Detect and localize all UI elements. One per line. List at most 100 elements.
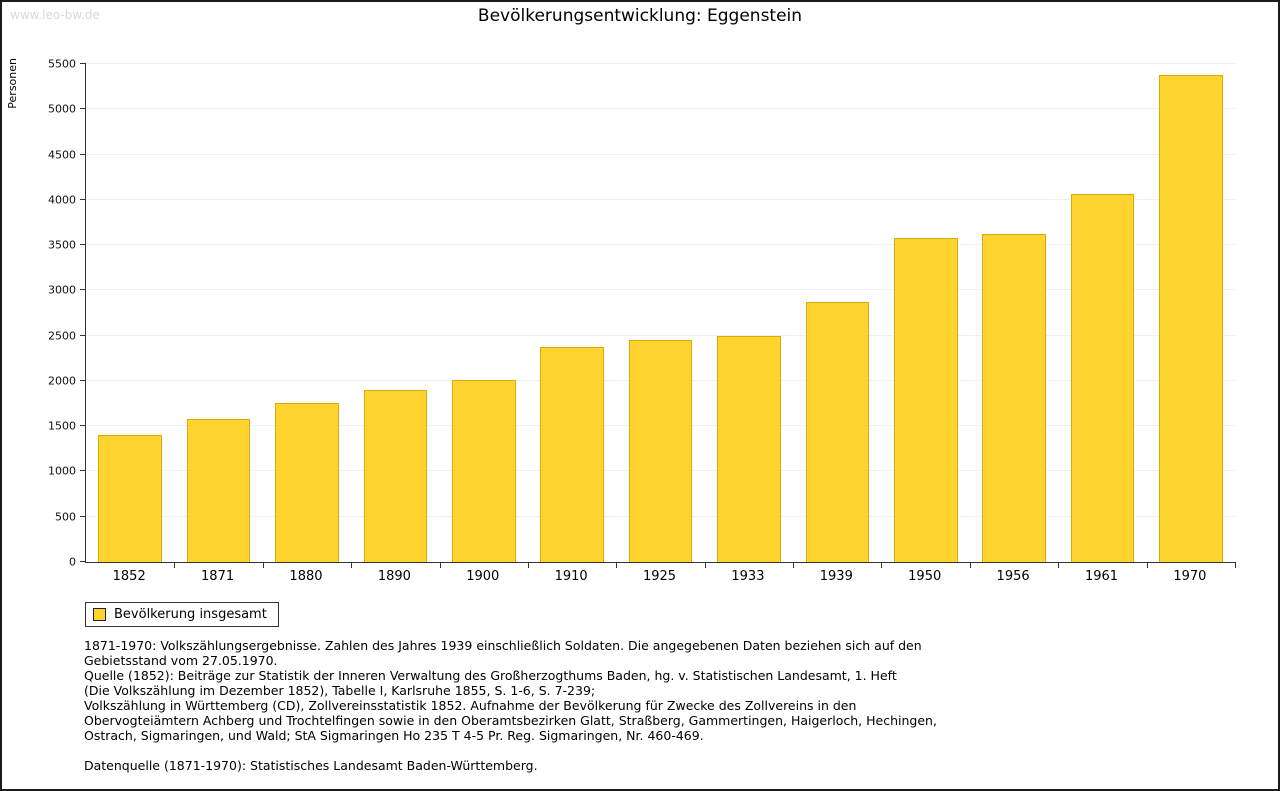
y-tick-mark [80, 470, 86, 472]
gridline [86, 244, 1235, 246]
bar-1880 [275, 402, 339, 562]
x-tick-mark [1058, 562, 1060, 568]
y-tick-mark [80, 108, 86, 110]
bar-slot [86, 64, 174, 562]
x-tick-mark [881, 562, 883, 568]
footnote-line: Ostrach, Sigmaringen, und Wald; StA Sigm… [84, 728, 704, 743]
y-tick-mark [80, 515, 86, 517]
x-tick-label: 1933 [731, 569, 765, 584]
footnote-line: 1871-1970: Volkszählungsergebnisse. Zahl… [84, 638, 922, 653]
gridline [86, 108, 1235, 110]
legend-box: Bevölkerung insgesamt [85, 602, 279, 627]
y-tick-mark [80, 425, 86, 427]
bar-slot [970, 64, 1058, 562]
x-tick-mark [262, 562, 264, 568]
bar-1956 [982, 234, 1046, 562]
bar-slot [263, 64, 351, 562]
bar-slot [1147, 64, 1235, 562]
bar-1950 [893, 237, 958, 562]
y-tick-mark [80, 63, 86, 64]
x-tick-mark [351, 562, 353, 568]
bar-slot [1058, 64, 1146, 562]
y-tick-label: 1000 [48, 464, 76, 478]
y-tick-label: 1500 [48, 419, 76, 433]
bar-slot [616, 64, 704, 562]
x-tick-mark [969, 562, 971, 568]
bar-1961 [1070, 194, 1135, 562]
x-axis-labels: 1852 1871 1880 1890 1900 1910 1925 1933 1939 1950… [85, 569, 1234, 584]
legend-color-swatch [93, 608, 106, 621]
gridline [86, 289, 1235, 291]
bar-1900 [451, 380, 516, 562]
y-axis-label: Personen [6, 58, 19, 109]
x-tick-mark [616, 562, 618, 568]
x-tick-mark [704, 562, 706, 568]
y-tick-mark [80, 379, 86, 381]
bar-1933 [717, 335, 781, 562]
bar-1910 [540, 347, 604, 562]
y-tick-label: 2000 [48, 374, 76, 388]
x-tick-label: 1890 [377, 569, 411, 584]
watermark-text: www.leo-bw.de [10, 8, 100, 22]
footnotes-block: 1871-1970: Volkszählungsergebnisse. Zahl… [84, 638, 937, 773]
bar-series [86, 64, 1235, 562]
bar-slot [440, 64, 528, 562]
footnote-line: Quelle (1852): Beiträge zur Statistik de… [84, 668, 897, 683]
x-tick-mark [793, 562, 795, 568]
bar-slot [528, 64, 616, 562]
y-tick-mark [80, 289, 86, 291]
x-tick-label: 1910 [554, 569, 588, 584]
chart-title: Bevölkerungsentwicklung: Eggenstein [477, 6, 803, 26]
x-tick-label: 1871 [201, 569, 235, 584]
bar-1852 [98, 435, 163, 562]
x-tick-label: 1900 [466, 569, 500, 584]
x-tick-label: 1880 [289, 569, 323, 584]
y-tick-label: 2500 [48, 329, 76, 343]
bar-slot [793, 64, 881, 562]
x-tick-mark [527, 562, 529, 568]
bar-1939 [805, 302, 870, 562]
y-tick-label: 5000 [48, 102, 76, 116]
x-tick-label: 1956 [996, 569, 1030, 584]
x-tick-label: 1970 [1173, 569, 1207, 584]
footnote-line: (Die Volkszählung im Dezember 1852), Tab… [84, 683, 596, 698]
y-tick-mark [80, 334, 86, 336]
footnote-line: Volkszählung in Württemberg (CD), Zollve… [84, 698, 857, 713]
y-tick-mark [80, 561, 86, 562]
x-tick-label: 1961 [1084, 569, 1119, 584]
x-tick-mark [1235, 562, 1236, 568]
y-tick-mark [80, 153, 86, 155]
y-tick-label: 4500 [48, 148, 76, 162]
x-tick-mark [174, 562, 176, 568]
bar-slot [351, 64, 439, 562]
gridline [86, 334, 1235, 336]
x-tick-mark [439, 562, 441, 568]
x-tick-label: 1925 [642, 569, 677, 584]
footnote-line: Datenquelle (1871-1970): Statistisches L… [84, 758, 538, 773]
gridline [86, 153, 1235, 155]
y-tick-label: 3500 [48, 238, 76, 252]
bar-slot [882, 64, 970, 562]
bar-1925 [628, 340, 693, 562]
y-tick-label: 0 [69, 555, 76, 569]
legend-label: Bevölkerung insgesamt [114, 607, 267, 622]
gridline [86, 63, 1235, 64]
y-tick-label: 4000 [48, 193, 76, 207]
x-tick-mark [1146, 562, 1148, 568]
y-tick-label: 3000 [48, 283, 76, 297]
y-tick-mark [80, 244, 86, 246]
bar-1871 [186, 418, 251, 562]
bar-1970 [1159, 74, 1223, 562]
y-tick-label: 500 [55, 510, 76, 524]
x-tick-label: 1939 [819, 569, 853, 584]
bar-1890 [363, 389, 428, 562]
bar-slot [174, 64, 262, 562]
x-tick-label: 1950 [908, 569, 942, 584]
x-tick-label: 1852 [112, 569, 146, 584]
y-tick-label: 5500 [48, 57, 76, 71]
gridline [86, 198, 1235, 200]
plot-area: 0 500 1000 1500 2000 2500 3000 3500 4000 4500 5000… [48, 58, 1236, 569]
footnote-line: Gebietsstand vom 27.05.1970. [84, 653, 278, 668]
footnote-line: Obervogteiämtern Achberg und Trochtelfin… [84, 713, 937, 728]
